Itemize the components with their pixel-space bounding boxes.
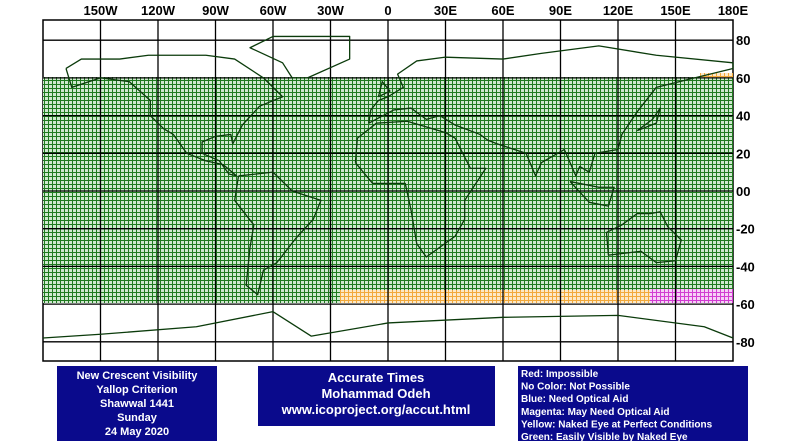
info-line: 24 May 2020 <box>105 426 169 438</box>
legend-line: Red: Impossible <box>521 369 599 380</box>
longitude-label: 120W <box>141 3 176 18</box>
longitude-label: 120E <box>603 3 634 18</box>
latitude-label: 20 <box>736 146 750 161</box>
info-box-bg <box>57 366 217 441</box>
graticule <box>43 20 733 361</box>
coastline <box>42 310 734 339</box>
info-line: Shawwal 1441 <box>100 398 174 410</box>
info-line: Sunday <box>117 412 158 424</box>
legend-line: Magenta: May Need Optical Aid <box>521 407 670 418</box>
legend-box-bg <box>518 366 748 441</box>
coastlines <box>42 35 734 339</box>
info-line: New Crescent Visibility <box>77 370 199 382</box>
longitude-label: 0 <box>384 3 391 18</box>
legend-line: Green: Easily Visible by Naked Eye <box>521 432 688 443</box>
latitude-label: -20 <box>736 222 755 237</box>
credit-box-bg <box>258 366 495 426</box>
coastline <box>234 171 322 296</box>
latitude-label: 60 <box>736 71 750 86</box>
latitude-labels: 80 60 40 20 00 -20 -40 -60 -80 <box>736 33 755 350</box>
coastline <box>377 81 391 98</box>
longitude-labels: 150W 120W 90W 60W 30W 0 30E 60E 90E 120E 150E 180E <box>84 3 749 18</box>
longitude-label: 60W <box>260 3 287 18</box>
legend-line: No Color: Not Possible <box>521 382 630 393</box>
coastline <box>636 107 661 132</box>
yellow-zone <box>340 290 733 303</box>
latitude-label: 00 <box>736 184 750 199</box>
legend-line: Yellow: Naked Eye at Perfect Conditions <box>521 419 713 430</box>
longitude-label: 30E <box>434 3 457 18</box>
coastline <box>354 120 487 258</box>
legend-box: Red: Impossible No Color: Not PossibleBlu… <box>518 366 748 443</box>
magenta-zone <box>650 289 733 303</box>
coastline <box>368 45 734 177</box>
coastline <box>569 180 615 207</box>
coastline <box>65 54 284 177</box>
yellow-zone-north <box>700 73 733 78</box>
longitude-label: 90W <box>202 3 229 18</box>
longitude-label: 150E <box>660 3 691 18</box>
longitude-label: 90E <box>549 3 572 18</box>
latitude-label: 80 <box>736 33 750 48</box>
longitude-label: 180E <box>718 3 749 18</box>
info-line: Yallop Criterion <box>96 384 178 396</box>
coastline <box>249 35 351 79</box>
latitude-label: 40 <box>736 109 750 124</box>
longitude-label: 30W <box>317 3 344 18</box>
latitude-label: -80 <box>736 335 755 350</box>
latitude-label: -60 <box>736 297 755 312</box>
latitude-label: -40 <box>736 259 755 274</box>
credit-line: www.icoproject.org/accut.html <box>281 402 471 417</box>
legend-line: Blue: Need Optical Aid <box>521 394 628 405</box>
longitude-label: 60E <box>491 3 514 18</box>
credit-line: Mohammad Odeh <box>321 386 430 401</box>
coastline <box>605 211 682 264</box>
info-box: New Crescent Visibility Yallop Criterion S… <box>57 366 217 441</box>
credit-line: Accurate Times <box>328 370 425 385</box>
longitude-label: 150W <box>84 3 119 18</box>
